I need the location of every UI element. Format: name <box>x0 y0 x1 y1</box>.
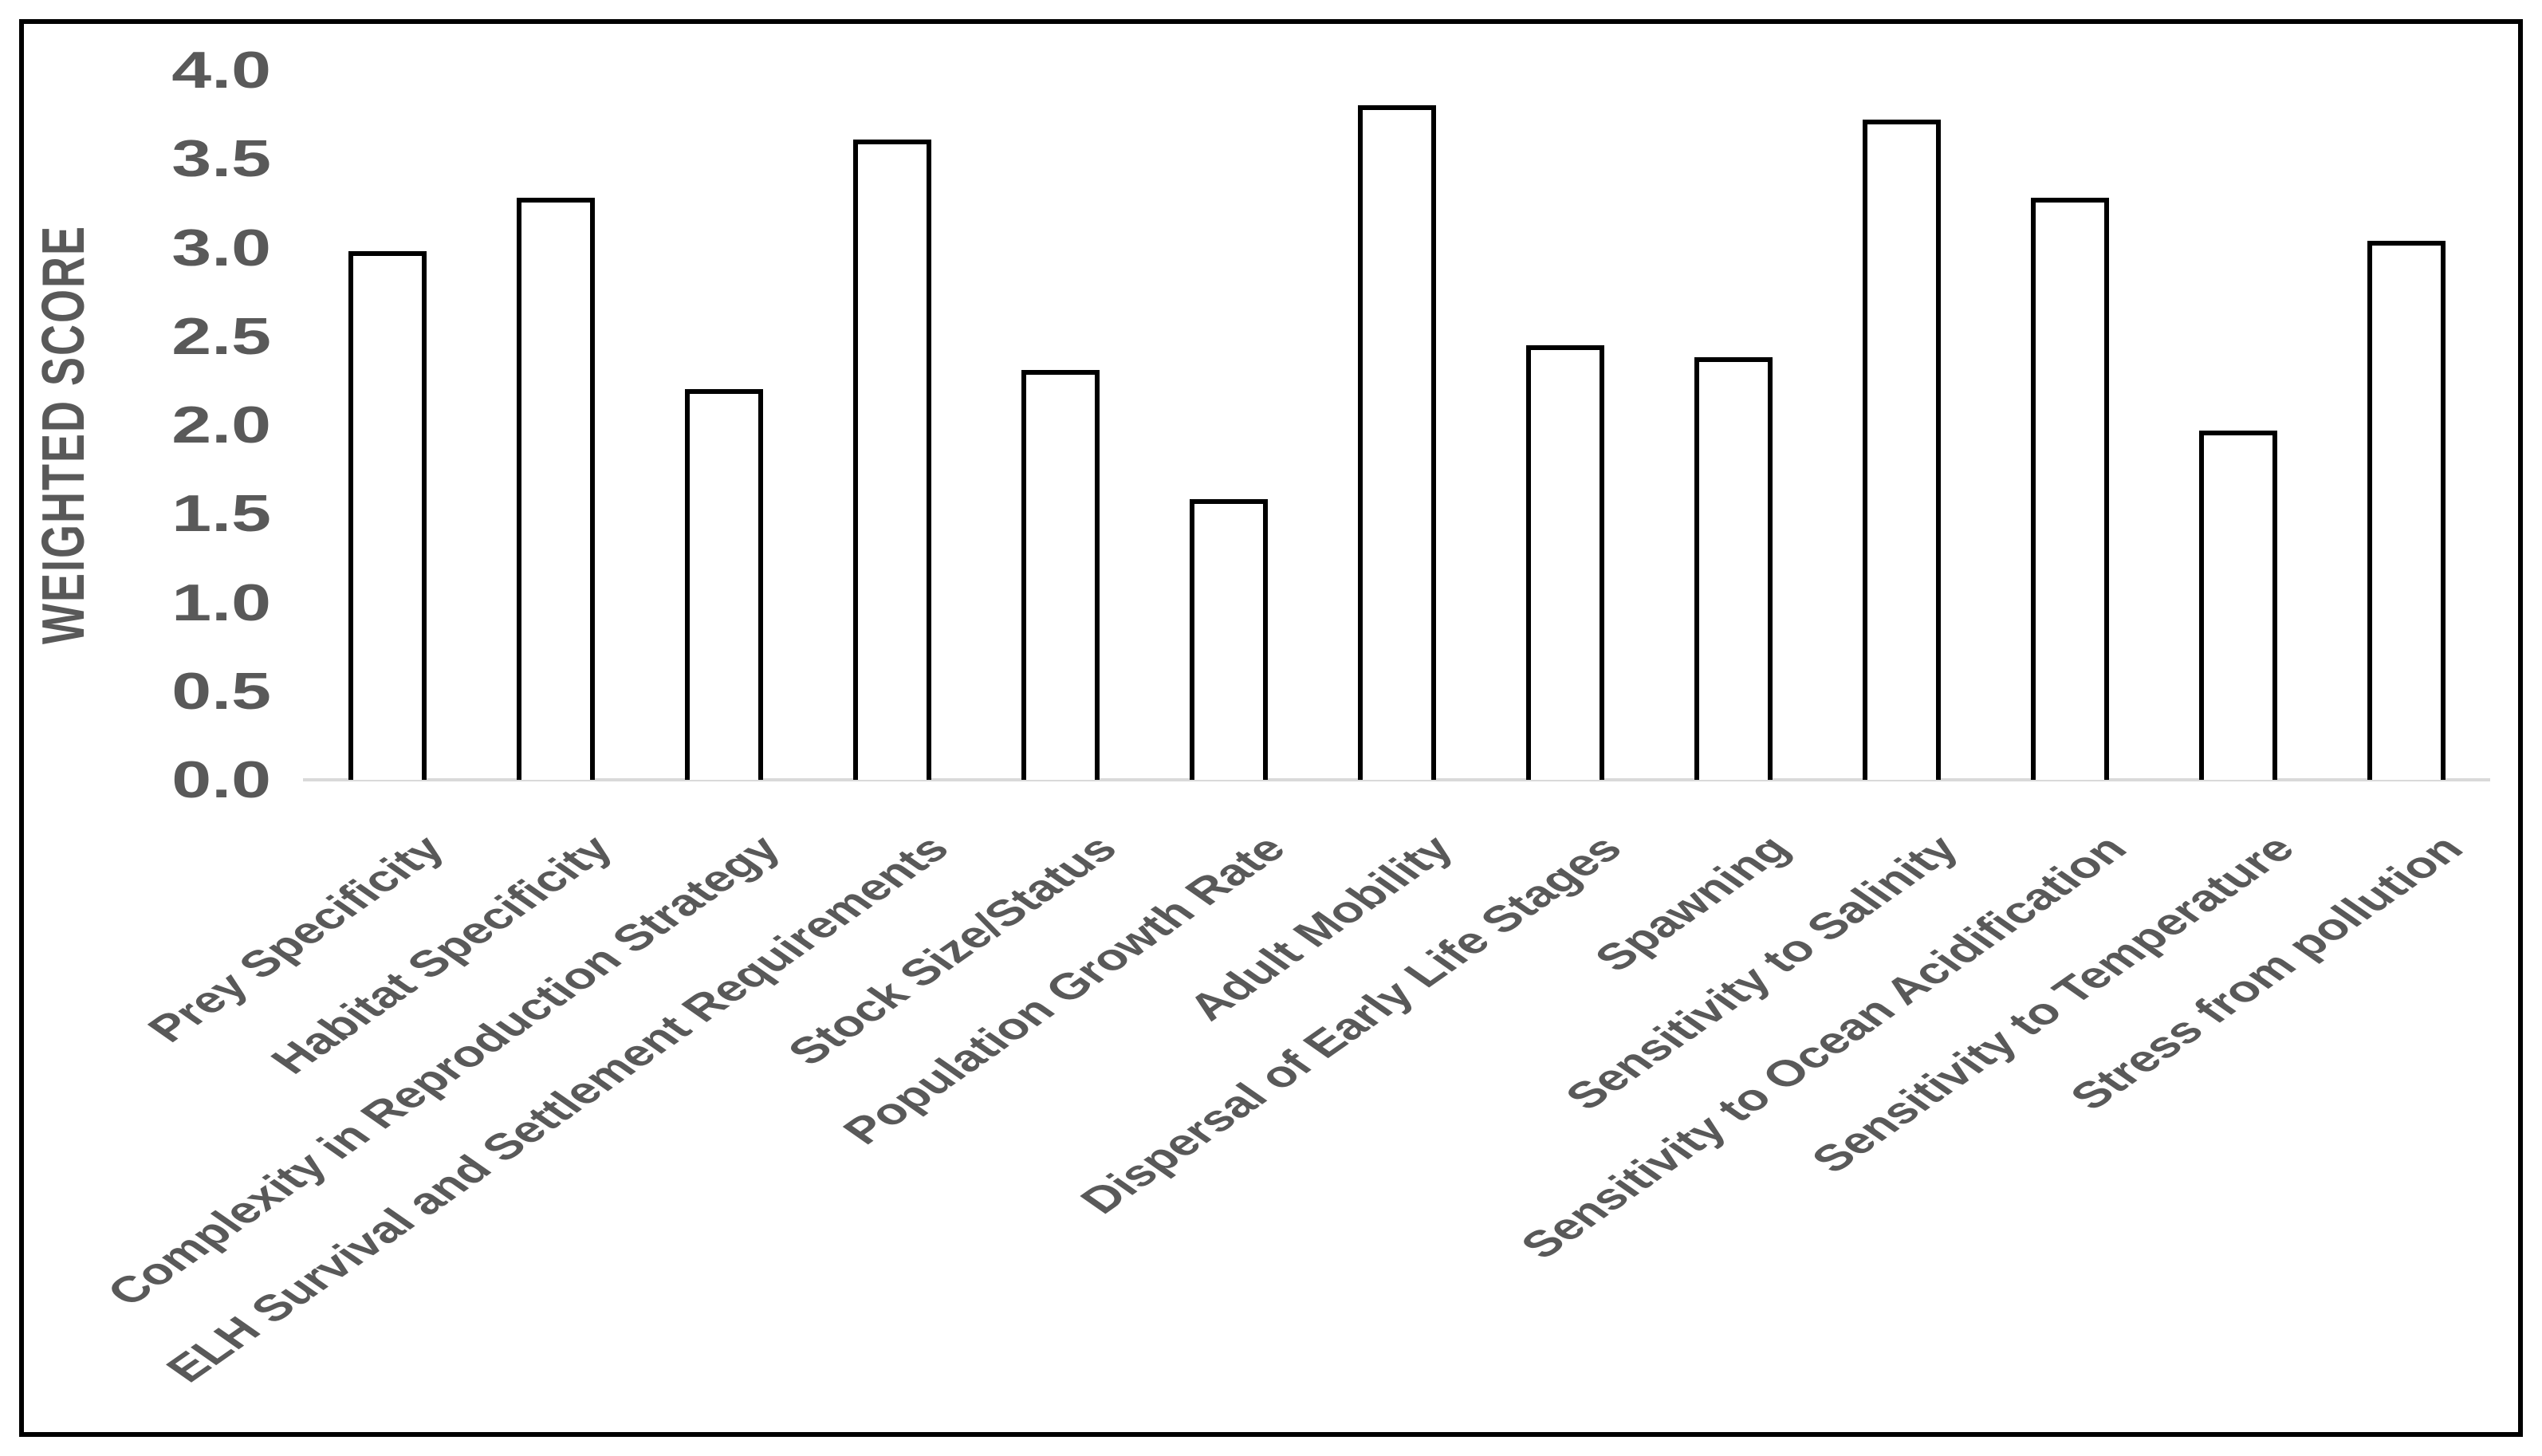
y-tick-label: 2.5 <box>171 306 271 365</box>
bar-5 <box>1021 370 1100 780</box>
y-tick-label: 3.5 <box>171 129 271 188</box>
y-tick-label: 0.5 <box>171 661 271 720</box>
y-tick-label: 1.5 <box>171 484 271 543</box>
bar-13 <box>2367 241 2446 780</box>
bar-1 <box>348 251 427 780</box>
bar-4 <box>852 140 931 780</box>
bar-10 <box>1862 120 1941 780</box>
y-tick-label: 2.0 <box>171 395 271 454</box>
bar-2 <box>516 198 595 780</box>
y-tick-label: 0.0 <box>171 750 271 809</box>
bar-11 <box>2030 198 2109 780</box>
y-tick-label: 4.0 <box>171 41 271 99</box>
x-axis-line <box>303 778 2490 781</box>
bar-6 <box>1189 499 1268 780</box>
bar-3 <box>684 389 763 780</box>
bar-8 <box>1525 345 1604 780</box>
y-tick-label: 3.0 <box>171 218 271 277</box>
bar-12 <box>2198 431 2277 780</box>
y-tick-label: 1.0 <box>171 573 271 632</box>
bar-7 <box>1357 105 1436 780</box>
bar-9 <box>1694 357 1773 780</box>
